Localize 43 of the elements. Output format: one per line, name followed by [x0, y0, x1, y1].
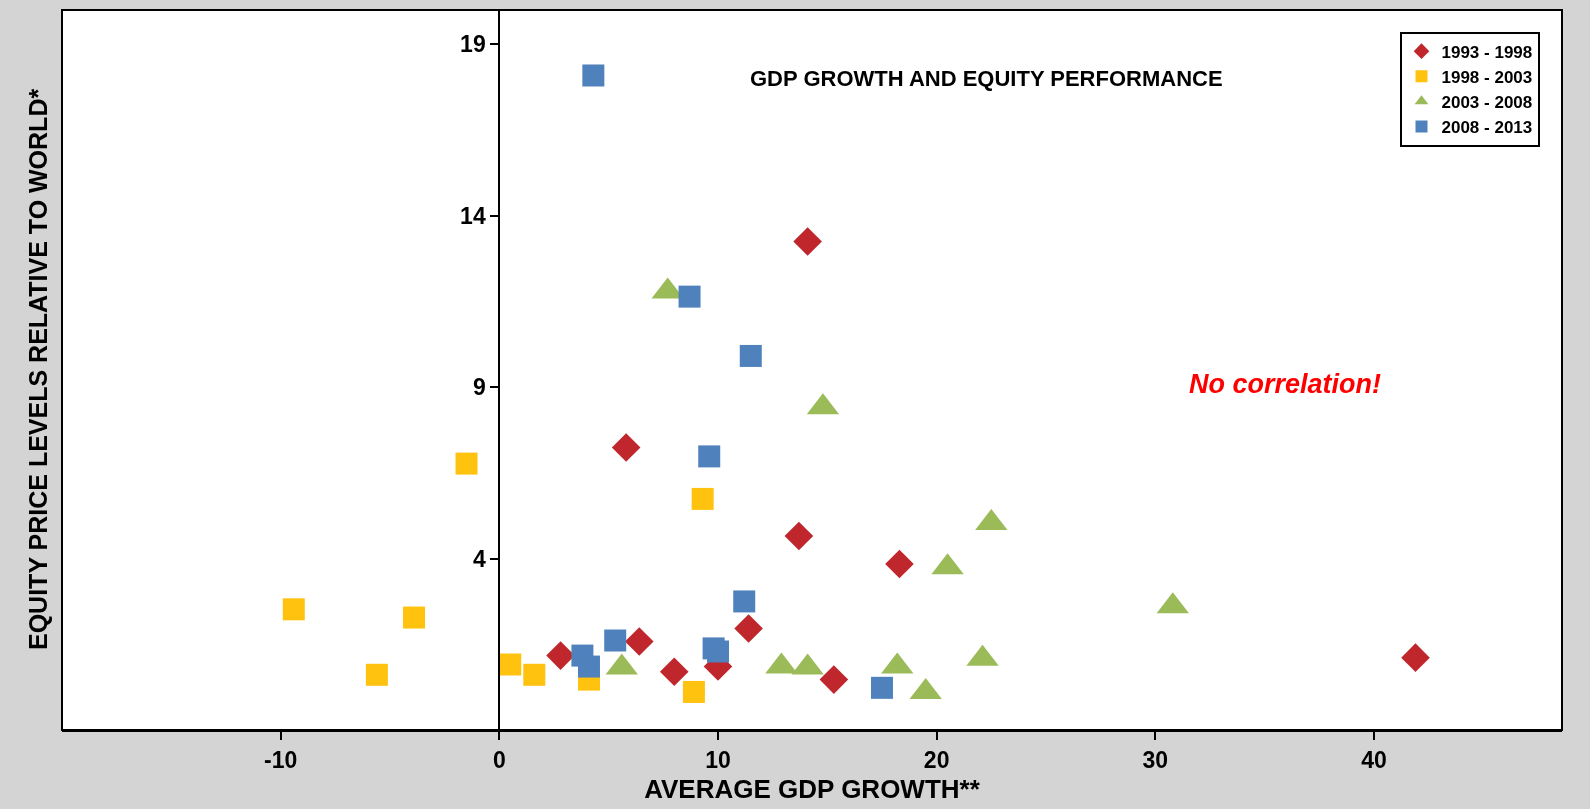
point	[582, 64, 605, 87]
x-tick-label: 20	[923, 746, 950, 773]
point	[870, 676, 893, 699]
legend-label: 2003 - 2008	[1441, 92, 1533, 112]
x-tick-label: 40	[1361, 746, 1387, 773]
point	[793, 227, 822, 256]
point	[733, 590, 756, 613]
legend-label: 2008 - 2013	[1441, 118, 1533, 138]
x-tick-label: -10	[264, 746, 298, 773]
point	[403, 606, 426, 629]
point	[523, 663, 546, 686]
point	[611, 433, 641, 462]
point	[577, 655, 600, 678]
point	[784, 521, 814, 551]
legend-label: 1993 - 1998	[1441, 42, 1533, 62]
point	[691, 487, 714, 510]
point	[682, 680, 705, 703]
point	[1401, 643, 1430, 672]
point	[624, 627, 654, 656]
point	[604, 629, 627, 652]
point	[885, 549, 914, 579]
legend-label: 1998 - 2003	[1441, 67, 1533, 87]
point	[282, 598, 305, 621]
x-axis-title: AVERAGE GDP GROWTH**	[644, 773, 981, 804]
point	[734, 614, 763, 643]
x-tick-label: 0	[492, 746, 506, 773]
point	[365, 663, 388, 686]
annotation: No correlation!	[1189, 369, 1382, 399]
point	[659, 657, 689, 687]
y-axis-title: EQUITY PRICE LEVELS RELATIVE TO WORLD*	[24, 88, 52, 650]
y-tick-label: 9	[472, 374, 486, 401]
y-tick-label: 19	[460, 31, 486, 58]
point	[819, 665, 849, 694]
x-tick-label: 30	[1142, 746, 1169, 773]
point	[678, 285, 701, 308]
y-tick-label: 14	[460, 202, 486, 229]
text: GDP GROWTH AND EQUITY PERFORMANCE	[750, 66, 1223, 91]
x-tick-label: 10	[705, 746, 731, 773]
point	[698, 445, 721, 468]
point	[739, 344, 762, 367]
y-tick-label: 4	[472, 545, 486, 572]
point	[499, 653, 522, 676]
point	[455, 452, 478, 475]
